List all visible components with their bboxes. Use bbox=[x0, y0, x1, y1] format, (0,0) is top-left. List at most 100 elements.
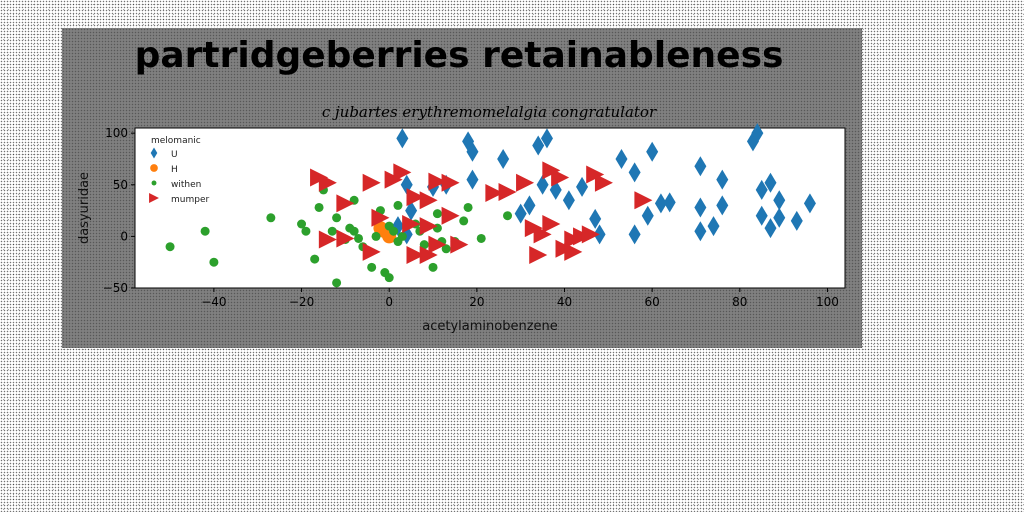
figure: partridgeberries retainableness c jubart… bbox=[62, 28, 862, 348]
point-mumper bbox=[406, 188, 425, 207]
point-mumper bbox=[419, 217, 438, 236]
x-tick-label: 0 bbox=[385, 295, 393, 309]
legend-label-withen: withen bbox=[171, 180, 201, 190]
legend-marker-mumper bbox=[149, 193, 159, 203]
legend-label-mumper: mumper bbox=[171, 195, 209, 205]
point-u bbox=[549, 179, 562, 200]
chart-subtitle: c jubartes erythremomelalgia congratulat… bbox=[322, 103, 657, 121]
point-u bbox=[694, 221, 707, 242]
point-withen bbox=[266, 213, 276, 223]
point-mumper bbox=[581, 225, 600, 244]
point-u bbox=[663, 192, 676, 213]
point-u bbox=[707, 216, 720, 237]
point-u bbox=[466, 169, 479, 190]
axis-ticks: −40 −20 0 20 40 60 80 100 −50 0 50 100 bbox=[103, 126, 839, 309]
point-withen bbox=[428, 262, 438, 272]
point-mumper bbox=[393, 163, 412, 182]
legend-label-h: H bbox=[171, 165, 178, 175]
point-mumper bbox=[441, 206, 460, 225]
point-u bbox=[628, 162, 641, 183]
legend-label-u: U bbox=[171, 150, 178, 160]
point-withen bbox=[209, 257, 219, 267]
point-withen bbox=[432, 209, 442, 219]
scatter-chart: partridgeberries retainableness c jubart… bbox=[77, 35, 846, 334]
point-mumper bbox=[441, 173, 460, 192]
legend-title: melomanic bbox=[151, 136, 201, 146]
point-withen bbox=[371, 231, 381, 241]
point-u bbox=[615, 148, 628, 169]
point-u bbox=[790, 210, 803, 231]
point-h bbox=[373, 221, 388, 236]
point-withen bbox=[165, 242, 175, 252]
point-withen bbox=[354, 233, 364, 243]
point-withen bbox=[389, 226, 399, 236]
point-mumper bbox=[318, 230, 337, 249]
point-mumper bbox=[336, 229, 355, 248]
point-withen bbox=[459, 216, 469, 226]
x-tick-label: −40 bbox=[201, 295, 226, 309]
point-withen bbox=[200, 226, 210, 236]
point-u bbox=[764, 218, 777, 239]
x-tick-label: 60 bbox=[645, 295, 660, 309]
x-tick-label: 20 bbox=[469, 295, 484, 309]
point-mumper bbox=[362, 173, 381, 192]
point-u bbox=[694, 197, 707, 218]
point-u bbox=[716, 169, 729, 190]
point-mumper bbox=[533, 225, 552, 244]
point-u bbox=[773, 190, 786, 211]
point-withen bbox=[393, 200, 403, 210]
point-mumper bbox=[336, 194, 355, 213]
point-u bbox=[405, 200, 418, 221]
point-withen bbox=[314, 202, 324, 212]
point-u bbox=[755, 205, 768, 226]
point-mumper bbox=[564, 242, 583, 261]
point-withen bbox=[476, 233, 486, 243]
y-axis-label: dasyuridae bbox=[77, 172, 92, 244]
point-mumper bbox=[371, 208, 390, 227]
point-mumper bbox=[428, 172, 447, 191]
point-mumper bbox=[516, 173, 535, 192]
point-u bbox=[646, 141, 659, 162]
y-tick-label: 100 bbox=[105, 126, 128, 140]
point-withen bbox=[384, 273, 394, 283]
legend-marker-h bbox=[150, 164, 158, 172]
x-axis-label: acetylaminobenzene bbox=[422, 319, 558, 334]
point-u bbox=[523, 195, 536, 216]
point-u bbox=[764, 172, 777, 193]
point-withen bbox=[441, 244, 451, 254]
x-tick-label: 80 bbox=[732, 295, 747, 309]
point-withen bbox=[367, 262, 377, 272]
point-mumper bbox=[450, 235, 469, 254]
point-u bbox=[755, 179, 768, 200]
point-withen bbox=[349, 226, 359, 236]
plot-area bbox=[134, 127, 846, 289]
point-u bbox=[497, 148, 510, 169]
point-u bbox=[694, 156, 707, 177]
point-mumper bbox=[318, 173, 337, 192]
point-u bbox=[514, 203, 527, 224]
marks-layer bbox=[165, 123, 816, 288]
point-mumper bbox=[485, 184, 504, 203]
point-mumper bbox=[362, 242, 381, 261]
point-withen bbox=[310, 254, 320, 264]
legend-marker-withen bbox=[151, 180, 157, 186]
point-u bbox=[562, 190, 575, 211]
point-mumper bbox=[551, 168, 570, 187]
point-u bbox=[628, 224, 641, 245]
point-u bbox=[576, 176, 589, 197]
point-u bbox=[396, 128, 409, 149]
x-tick-label: 40 bbox=[557, 295, 572, 309]
point-u bbox=[532, 135, 545, 156]
point-mumper bbox=[542, 215, 561, 233]
point-withen bbox=[301, 226, 311, 236]
chart-title: partridgeberries retainableness bbox=[135, 35, 784, 76]
x-tick-label: 100 bbox=[816, 295, 839, 309]
point-u bbox=[466, 141, 479, 162]
point-withen bbox=[332, 278, 342, 288]
y-tick-label: 50 bbox=[113, 178, 128, 192]
point-u bbox=[716, 195, 729, 216]
point-u bbox=[773, 207, 786, 228]
point-u bbox=[400, 174, 413, 195]
